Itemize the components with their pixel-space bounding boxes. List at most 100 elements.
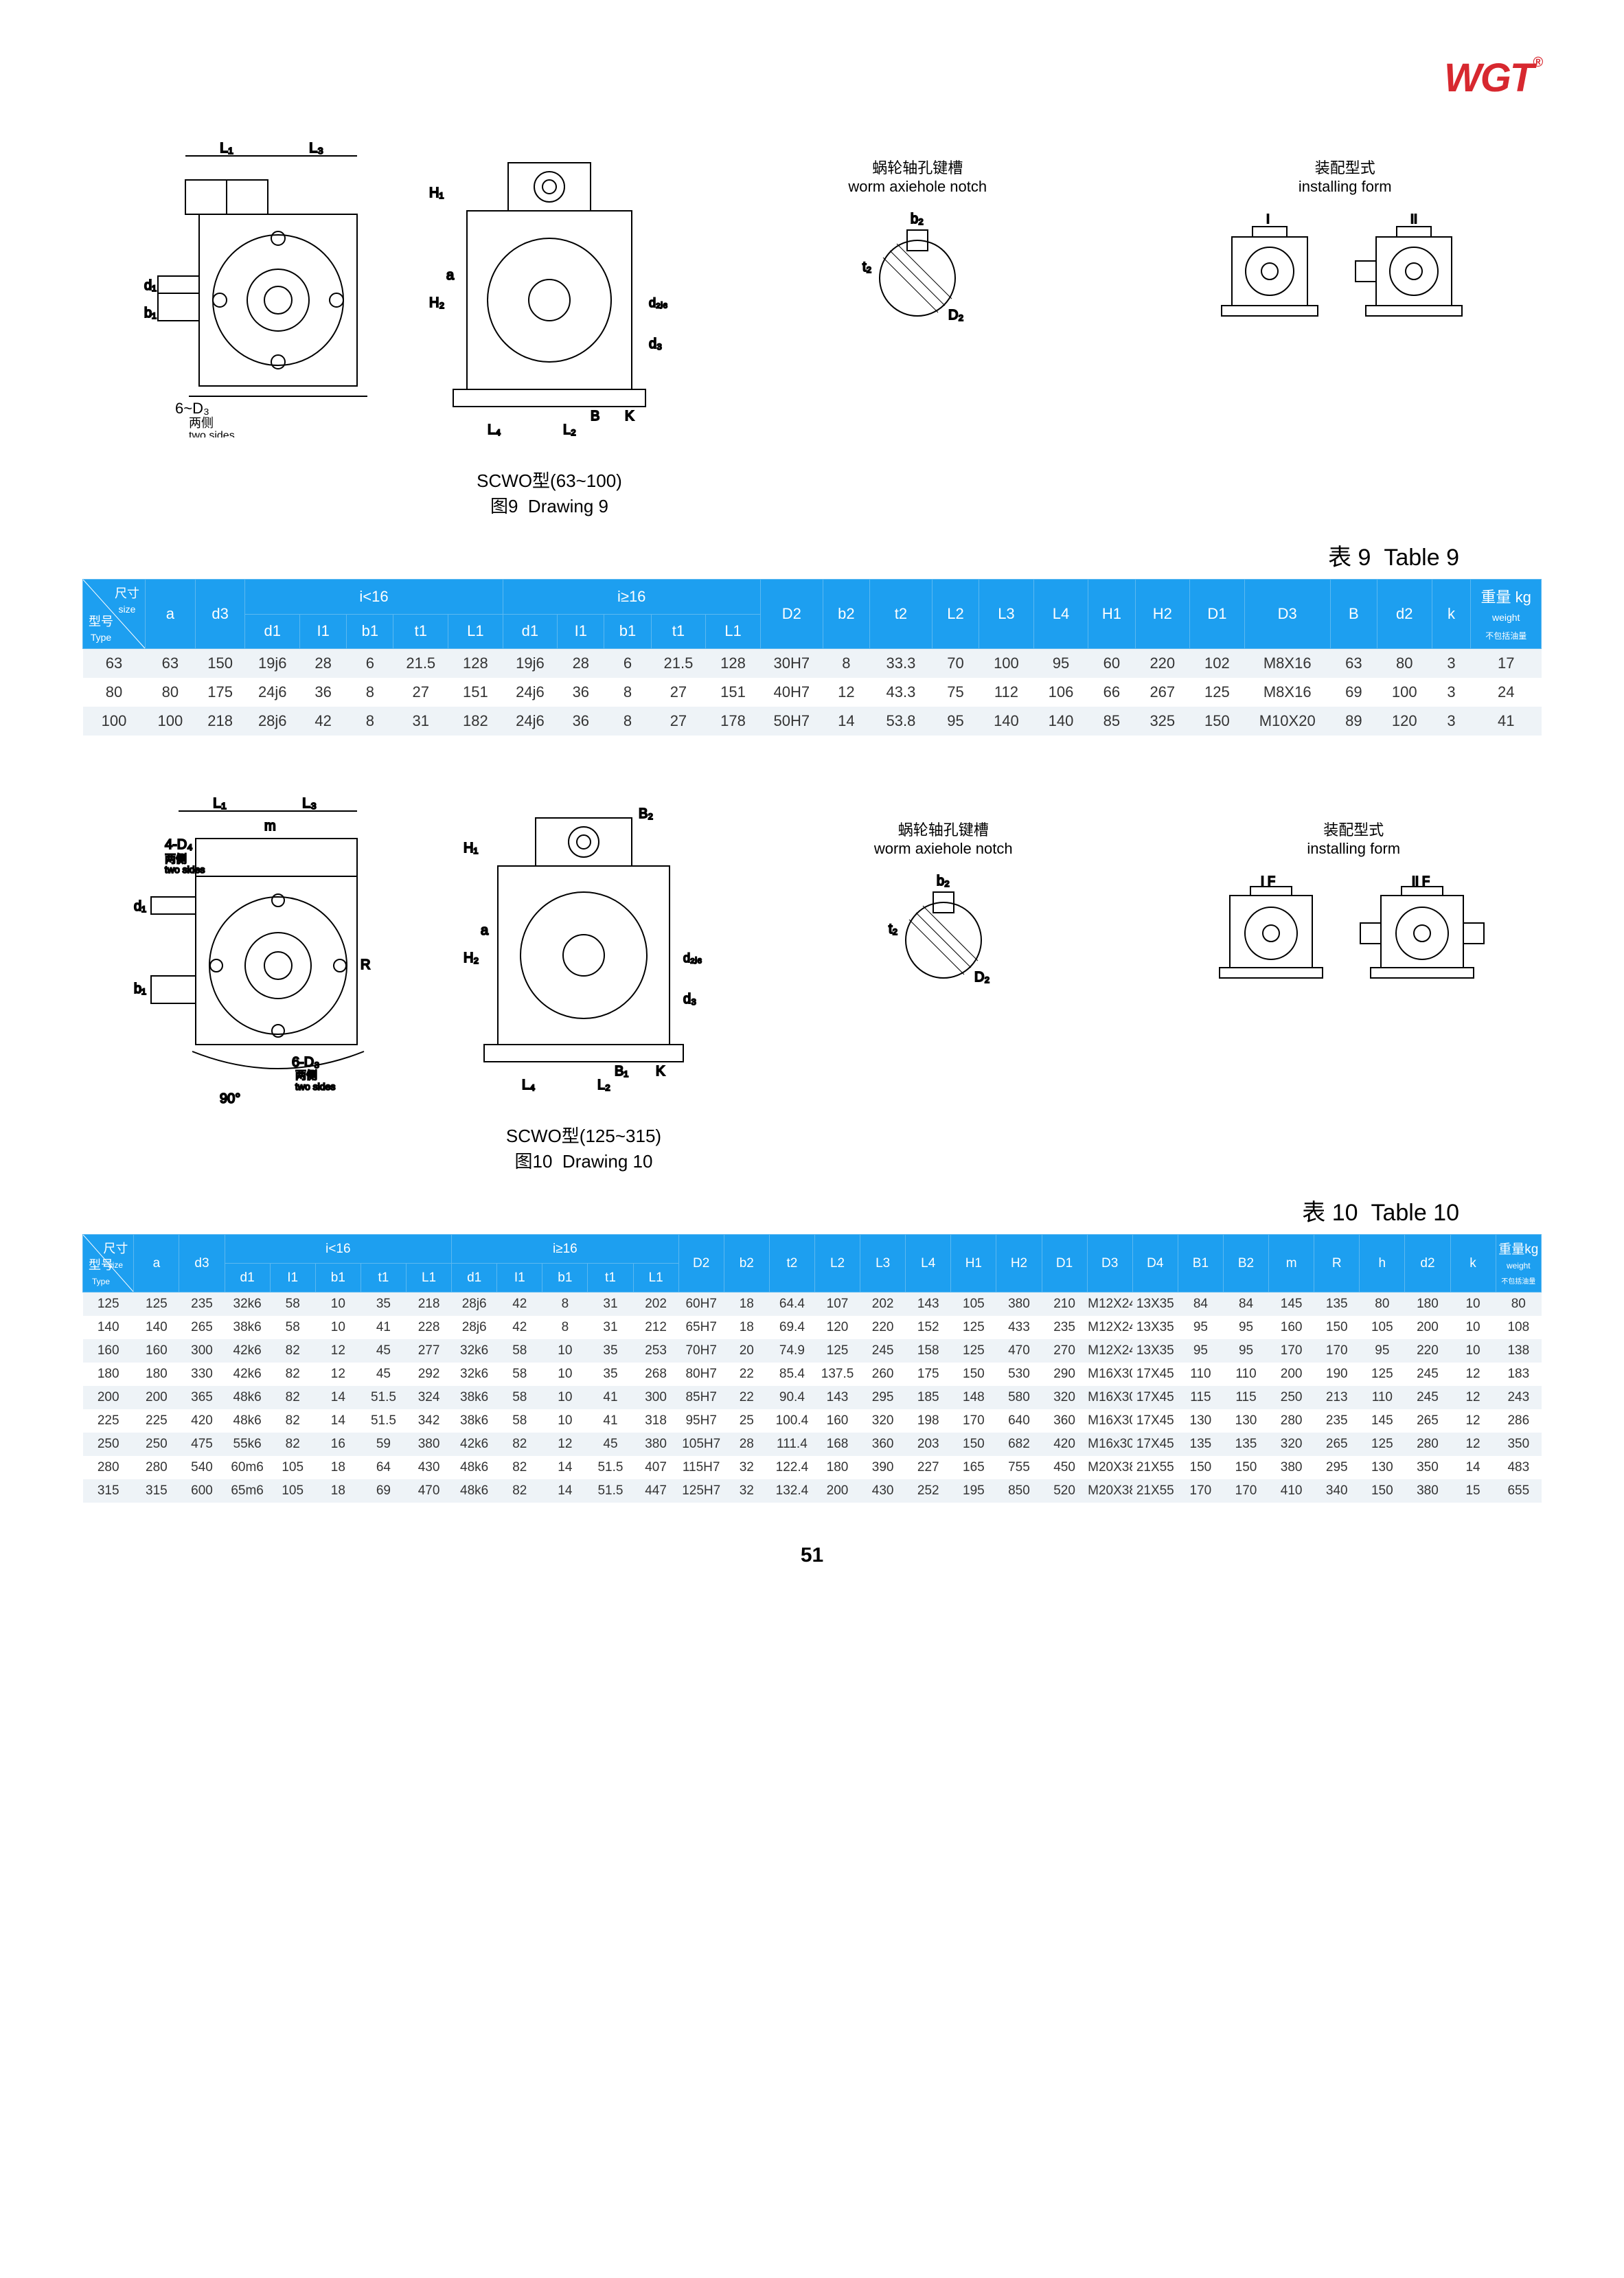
table-cell: 295	[1314, 1456, 1360, 1479]
page-number: 51	[82, 1544, 1542, 1567]
table-cell: 8	[542, 1316, 588, 1339]
table-cell: 130	[1223, 1409, 1268, 1433]
table-cell: 100	[145, 707, 195, 736]
logo-text: WGT	[1444, 56, 1533, 100]
table-cell: 125	[951, 1339, 996, 1363]
table-cell: 447	[633, 1479, 678, 1503]
table-cell: 82	[497, 1433, 542, 1456]
sub-I1-a: I1	[300, 614, 347, 649]
table-cell: 17X45	[1132, 1409, 1178, 1433]
svg-text:d₁: d₁	[134, 899, 146, 914]
table-cell: 75	[932, 678, 979, 707]
table-cell: M16X30	[1087, 1409, 1132, 1433]
table-cell: 253	[633, 1339, 678, 1363]
drawing9-side: L₁ L₃ d₁ b₁	[82, 142, 378, 441]
table-cell: 125H7	[678, 1479, 724, 1503]
drawing9-side-svg: L₁ L₃ d₁ b₁	[82, 142, 378, 437]
table-row: 636315019j628621.512819j628621.512830H78…	[83, 649, 1542, 679]
table-cell: M16x30	[1087, 1433, 1132, 1456]
table-cell: 342	[406, 1409, 451, 1433]
table-cell: 18	[724, 1292, 769, 1317]
table-cell: 150	[1190, 707, 1245, 736]
table-cell: 125	[1190, 678, 1245, 707]
table-cell: 850	[996, 1479, 1042, 1503]
table-cell: 38k6	[452, 1386, 497, 1409]
table-cell: 600	[179, 1479, 225, 1503]
table-cell: 407	[633, 1456, 678, 1479]
table-cell: 24j6	[503, 707, 558, 736]
table-cell: 55k6	[225, 1433, 270, 1456]
drawing9-title: SCWO型(63~100) 图9 Drawing 9	[412, 467, 687, 518]
svg-text:t₂: t₂	[889, 922, 897, 937]
table-cell: 24	[1471, 678, 1542, 707]
table-cell: 65H7	[678, 1316, 724, 1339]
table-cell: 8	[542, 1292, 588, 1317]
t10-R: R	[1314, 1235, 1360, 1292]
table-cell: 225	[134, 1409, 179, 1433]
table-cell: 12	[542, 1433, 588, 1456]
table-cell: 22	[724, 1363, 769, 1386]
drawing10-front-svg: B₂ H₁ H₂ a d₂ⱼ₆ d₃ B₁ K L₄ L₂	[446, 797, 721, 1113]
install9-block: 装配型式 installing form I II	[1149, 142, 1542, 337]
table-cell: 150	[1178, 1456, 1223, 1479]
table-cell: 20	[724, 1339, 769, 1363]
table-cell: 252	[906, 1479, 951, 1503]
table-cell: M16X30	[1087, 1363, 1132, 1386]
table-cell: 280	[1405, 1433, 1450, 1456]
table-cell: 40H7	[760, 678, 823, 707]
table-cell: 218	[406, 1292, 451, 1317]
table-cell: 53.8	[869, 707, 932, 736]
table-cell: 15	[1450, 1479, 1496, 1503]
table-cell: 95	[1178, 1316, 1223, 1339]
t10-t2: t2	[769, 1235, 814, 1292]
table-cell: 200	[1269, 1363, 1314, 1386]
sub-t1-b: t1	[651, 614, 706, 649]
table-cell: 17X45	[1132, 1433, 1178, 1456]
table-cell: 170	[951, 1409, 996, 1433]
table-cell: 31	[588, 1316, 633, 1339]
sub-d1-b: d1	[503, 614, 558, 649]
table-cell: 200	[1405, 1316, 1450, 1339]
table-cell: 69	[361, 1479, 406, 1503]
install9-en: installing form	[1149, 178, 1542, 196]
table-cell: 125	[1360, 1433, 1405, 1456]
table-cell: 58	[497, 1409, 542, 1433]
table-cell: 28j6	[245, 707, 300, 736]
table-cell: 65m6	[225, 1479, 270, 1503]
table-cell: 90.4	[769, 1386, 814, 1409]
table-row: 28028054060m6105186443048k6821451.540711…	[83, 1456, 1542, 1479]
drawing9-title-cn: SCWO型(63~100)	[477, 470, 622, 491]
table-cell: 63	[145, 649, 195, 679]
table-cell: 640	[996, 1409, 1042, 1433]
table-cell: 203	[906, 1433, 951, 1456]
t10-D3: D3	[1087, 1235, 1132, 1292]
table9-title-cn: 表 9	[1328, 545, 1371, 571]
table-cell: 151	[706, 678, 761, 707]
table-cell: 63	[1330, 649, 1377, 679]
table-cell: 41	[1471, 707, 1542, 736]
table-cell: 122.4	[769, 1456, 814, 1479]
svg-text:L₂: L₂	[597, 1078, 610, 1093]
table-cell: 80	[83, 678, 146, 707]
table-cell: 82	[270, 1409, 315, 1433]
table-cell: 433	[996, 1316, 1042, 1339]
table-cell: 105H7	[678, 1433, 724, 1456]
t10-h: h	[1360, 1235, 1405, 1292]
drawing10-side-svg: L₁ L₃ m 4-D₄ 两侧 two sides d₁ b₁ R 6-D₃	[82, 797, 412, 1113]
table-cell: 160	[134, 1339, 179, 1363]
table-cell: M16X30	[1087, 1386, 1132, 1409]
table-cell: 17	[1471, 649, 1542, 679]
table-cell: 48k6	[452, 1456, 497, 1479]
table-cell: 30H7	[760, 649, 823, 679]
table-cell: 125	[951, 1316, 996, 1339]
table-cell: 28j6	[452, 1292, 497, 1317]
table-cell: 19j6	[245, 649, 300, 679]
table-cell: 36	[558, 707, 604, 736]
table-cell: M12X24	[1087, 1316, 1132, 1339]
table-cell: 143	[906, 1292, 951, 1317]
table-cell: 530	[996, 1363, 1042, 1386]
table-cell: 82	[270, 1363, 315, 1386]
svg-text:D₂: D₂	[948, 308, 963, 323]
table-cell: 682	[996, 1433, 1042, 1456]
t10-H1: H1	[951, 1235, 996, 1292]
